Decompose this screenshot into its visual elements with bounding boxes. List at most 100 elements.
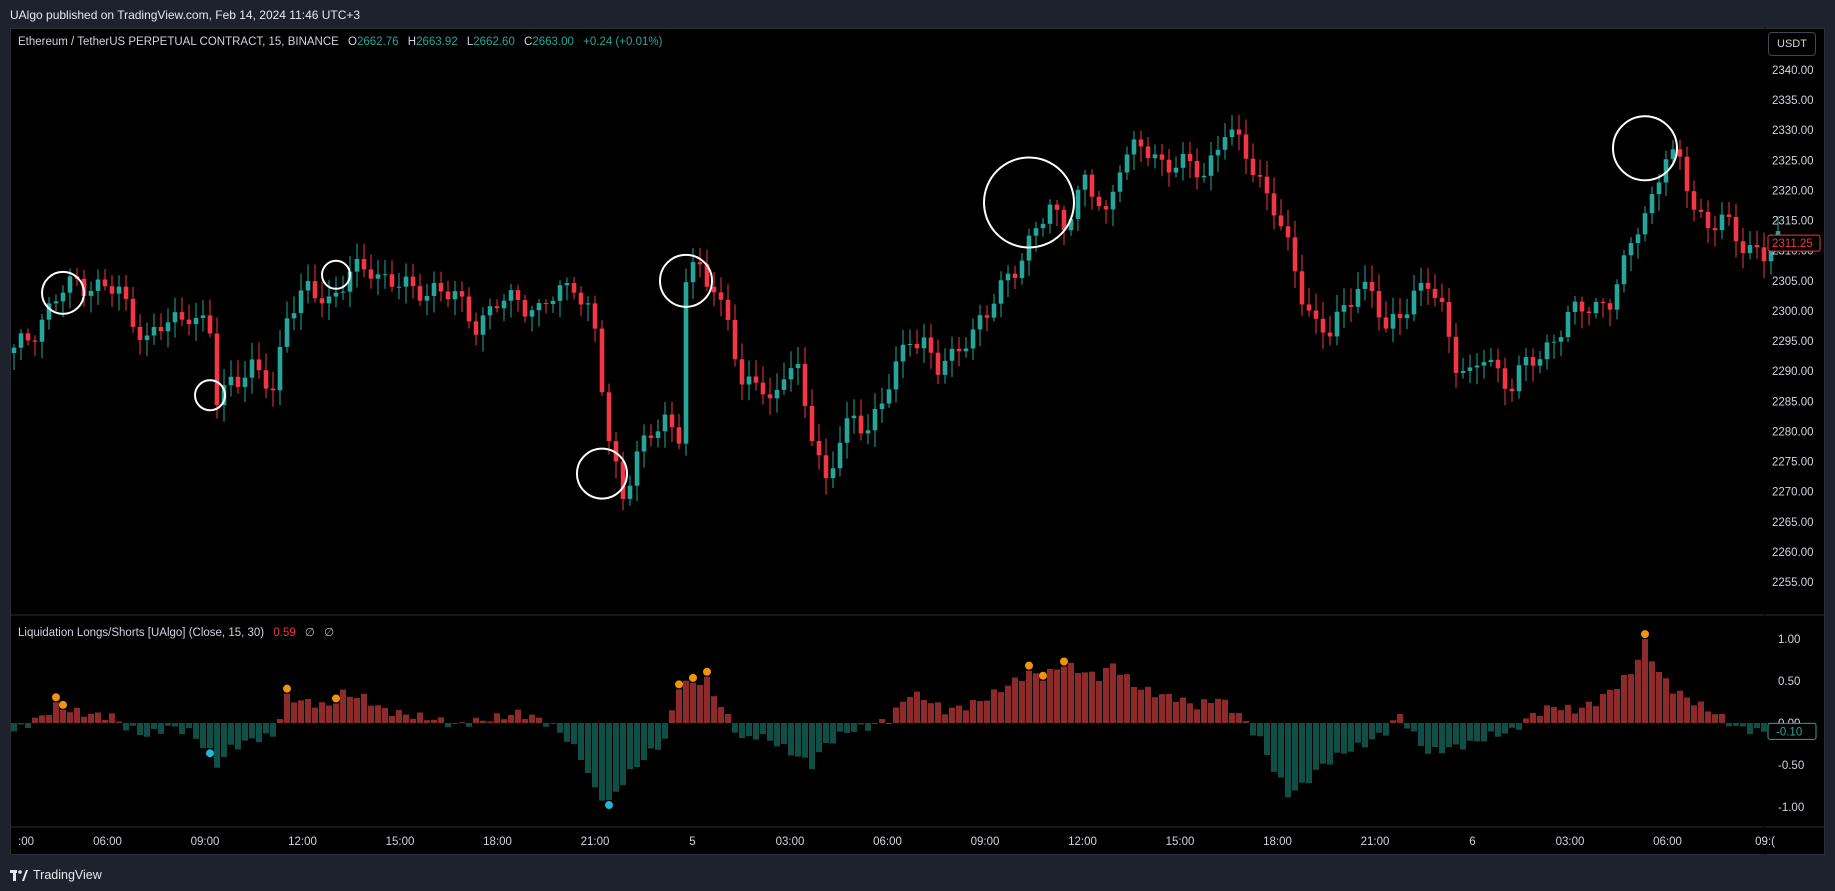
oscillator-bar bbox=[1684, 697, 1690, 723]
oscillator-bar bbox=[46, 714, 52, 723]
candle-body bbox=[396, 286, 402, 288]
candle-body bbox=[1047, 204, 1053, 224]
low-value: 2662.60 bbox=[473, 36, 515, 48]
candle-body bbox=[1019, 260, 1025, 279]
candle-body bbox=[1621, 255, 1627, 285]
symbol-name[interactable]: Ethereum / TetherUS PERPETUAL CONTRACT, … bbox=[18, 36, 339, 48]
candle-body bbox=[704, 264, 710, 287]
candle-body bbox=[830, 468, 836, 479]
candle-body bbox=[1306, 304, 1312, 311]
time-tick-label: 03:00 bbox=[776, 836, 805, 848]
oscillator-bar bbox=[1411, 723, 1417, 732]
time-axis[interactable]: :00 06:00 09:00 12:00 15:00 18:00 21:00 5 03:00 0… bbox=[18, 836, 1775, 848]
oscillator-bar bbox=[746, 723, 752, 737]
oscillator-bar bbox=[1481, 723, 1487, 742]
oscillator-bar bbox=[1124, 674, 1130, 723]
candle-body bbox=[1663, 159, 1669, 183]
candle-body bbox=[1509, 388, 1515, 392]
time-tick-label: 18:00 bbox=[1263, 836, 1292, 848]
candle-body bbox=[410, 276, 416, 287]
oscillator-bar bbox=[438, 717, 444, 723]
oscillator-bar bbox=[641, 723, 647, 761]
candle-body bbox=[1474, 365, 1480, 368]
candle-body bbox=[690, 262, 696, 283]
candle-body bbox=[571, 283, 577, 293]
oscillator-bar bbox=[1334, 723, 1340, 753]
tradingview-brand[interactable]: TradingView bbox=[10, 868, 102, 882]
candle-body bbox=[613, 441, 619, 462]
candle-body bbox=[921, 337, 927, 349]
oscillator-bar bbox=[599, 723, 605, 801]
oscillator-bar bbox=[11, 723, 17, 732]
symbol-legend[interactable]: Ethereum / TetherUS PERPETUAL CONTRACT, … bbox=[18, 36, 662, 48]
long-liquidation-marker bbox=[59, 700, 67, 709]
candle-body bbox=[900, 344, 906, 362]
candle-body bbox=[1075, 189, 1081, 219]
oscillator-bar bbox=[998, 692, 1004, 723]
time-tick-label: 15:00 bbox=[386, 836, 415, 848]
highlight-circle bbox=[321, 259, 351, 290]
candle-body bbox=[760, 382, 766, 395]
oscillator-bar bbox=[382, 707, 388, 723]
oscillator-bar bbox=[459, 722, 465, 724]
oscillator-bar bbox=[872, 723, 878, 724]
time-tick-label: 12:00 bbox=[288, 836, 317, 848]
currency-button[interactable]: USDT bbox=[1768, 32, 1816, 56]
oscillator-bar bbox=[109, 713, 115, 723]
candle-body bbox=[1523, 357, 1529, 366]
open-value: 2662.76 bbox=[356, 36, 399, 48]
oscillator-bar bbox=[1474, 723, 1480, 742]
oscillator-bar bbox=[823, 723, 829, 744]
oscillator-bar bbox=[1376, 723, 1382, 733]
oscillator-bar bbox=[1152, 697, 1158, 723]
oscillator-bar bbox=[305, 699, 311, 723]
candle-body bbox=[1299, 271, 1305, 305]
candle-body bbox=[718, 292, 724, 300]
candle-body bbox=[1124, 154, 1130, 173]
candle-body bbox=[725, 299, 731, 320]
oscillator-bar bbox=[242, 723, 248, 741]
oscillator-bar bbox=[396, 710, 402, 723]
oscillator-bar bbox=[347, 696, 353, 723]
oscillator-bar bbox=[1530, 712, 1536, 723]
oscillator-bar bbox=[123, 723, 129, 731]
oscillator-bar bbox=[1348, 723, 1354, 752]
price-axis[interactable]: 2340.00 2335.00 2330.00 2325.00 2320.00 2315.… bbox=[1767, 65, 1821, 589]
candle-body bbox=[1271, 193, 1277, 216]
indicator-legend[interactable]: Liquidation Longs/Shorts [UAlgo] (Close,… bbox=[18, 625, 334, 639]
candle-body bbox=[781, 379, 787, 390]
oscillator-bar bbox=[977, 701, 983, 723]
oscillator-bar bbox=[732, 723, 738, 733]
candle-body bbox=[893, 361, 899, 390]
indicator-title[interactable]: Liquidation Longs/Shorts [UAlgo] (Close,… bbox=[18, 627, 265, 639]
candle-body bbox=[480, 315, 486, 335]
oscillator-bar bbox=[179, 723, 185, 735]
candle-body bbox=[1334, 311, 1340, 337]
time-tick-label: 09:00 bbox=[191, 836, 220, 848]
price-tick-label: 2295.00 bbox=[1772, 336, 1814, 348]
candle-body bbox=[1628, 243, 1634, 256]
oscillator-bar bbox=[1383, 723, 1389, 736]
time-tick-label: 21:00 bbox=[581, 836, 610, 848]
oscillator-bar bbox=[1425, 723, 1431, 754]
candle-body bbox=[865, 430, 871, 434]
oscillator-bar bbox=[788, 723, 794, 756]
indicator-axis[interactable]: 1.000.500.00-0.50-1.00-0.10 bbox=[1767, 634, 1817, 814]
candle-body bbox=[368, 269, 374, 279]
candle-body bbox=[1397, 313, 1403, 319]
candle-body bbox=[431, 282, 437, 296]
candles-layer bbox=[11, 114, 1781, 511]
publisher-line: UAlgo published on TradingView.com, Feb … bbox=[10, 8, 361, 22]
candle-body bbox=[592, 303, 598, 329]
candle-body bbox=[1327, 332, 1333, 337]
candle-body bbox=[956, 348, 962, 352]
oscillator-bar bbox=[1180, 697, 1186, 723]
candle-body bbox=[1733, 216, 1739, 242]
candle-body bbox=[697, 262, 703, 265]
price-tick-label: 2300.00 bbox=[1772, 306, 1814, 318]
oscillator-bar bbox=[207, 723, 213, 749]
candle-body bbox=[1425, 282, 1431, 289]
candle-body bbox=[683, 282, 689, 444]
oscillator-bar bbox=[137, 723, 143, 736]
